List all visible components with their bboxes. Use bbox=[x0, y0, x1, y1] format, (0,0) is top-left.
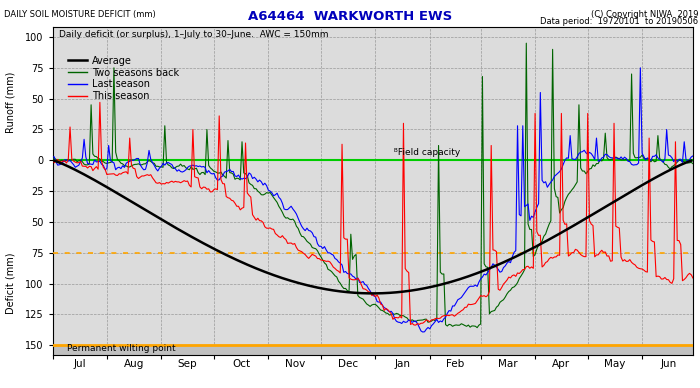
Text: Dec: Dec bbox=[338, 359, 358, 369]
Text: (C) Copyright NIWA  2019: (C) Copyright NIWA 2019 bbox=[591, 10, 699, 19]
Text: Data period:  19720101  to 20190506: Data period: 19720101 to 20190506 bbox=[540, 17, 699, 26]
Text: DAILY SOIL MOISTURE DEFICIT (mm): DAILY SOIL MOISTURE DEFICIT (mm) bbox=[4, 10, 155, 19]
Text: Jun: Jun bbox=[660, 359, 677, 369]
Legend: Average, Two seasons back, Last season, This season: Average, Two seasons back, Last season, … bbox=[64, 52, 183, 105]
Text: Jul: Jul bbox=[74, 359, 86, 369]
Bar bbox=[52, 345, 693, 355]
Text: Nov: Nov bbox=[284, 359, 304, 369]
Text: Runoff (mm): Runoff (mm) bbox=[6, 72, 16, 133]
Text: Daily deficit (or surplus), 1–July to 30–June.  AWC = 150mm: Daily deficit (or surplus), 1–July to 30… bbox=[59, 30, 328, 40]
Text: Jan: Jan bbox=[395, 359, 411, 369]
Text: May: May bbox=[604, 359, 626, 369]
Text: Permanent wilting point: Permanent wilting point bbox=[66, 345, 175, 353]
Text: ᴮField capacity: ᴮField capacity bbox=[394, 147, 460, 157]
Text: Oct: Oct bbox=[232, 359, 250, 369]
Text: Mar: Mar bbox=[498, 359, 518, 369]
Text: Aug: Aug bbox=[124, 359, 144, 369]
Text: Feb: Feb bbox=[446, 359, 464, 369]
Text: Sep: Sep bbox=[178, 359, 197, 369]
Text: Apr: Apr bbox=[552, 359, 570, 369]
Text: A64464  WARKWORTH EWS: A64464 WARKWORTH EWS bbox=[248, 10, 452, 23]
Text: Deficit (mm): Deficit (mm) bbox=[6, 252, 16, 314]
